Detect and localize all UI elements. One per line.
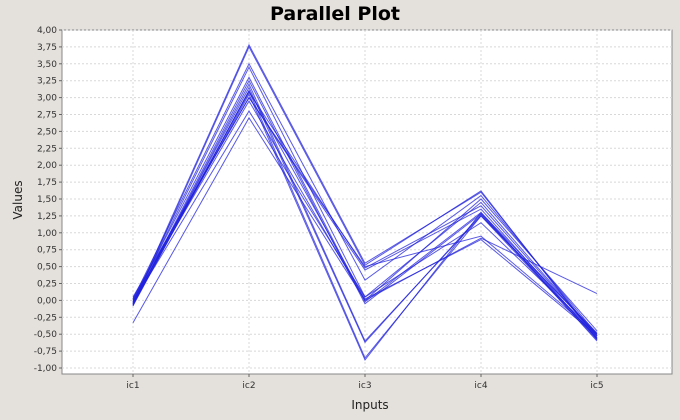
y-tick-label: 2,25 <box>37 144 57 154</box>
x-tick-label: ic4 <box>474 381 487 391</box>
y-axis-title: Values <box>11 180 25 219</box>
series-line-3 <box>132 62 598 335</box>
y-tick-label: 2,75 <box>37 111 57 121</box>
series-line-16 <box>132 116 598 323</box>
series-lines <box>132 43 598 361</box>
y-tick-label: -0,50 <box>34 330 58 340</box>
series-line-15 <box>132 96 598 340</box>
y-tick-label: 1,00 <box>37 229 57 239</box>
y-tick-label: 4,00 <box>37 26 57 36</box>
series-line-17 <box>132 89 598 336</box>
x-tick-label: ic2 <box>242 381 255 391</box>
y-tick-label: 3,00 <box>37 94 57 104</box>
y-tick-label: 0,75 <box>37 246 57 256</box>
x-tick-label: ic5 <box>590 381 603 391</box>
y-tick-label: 2,50 <box>37 127 57 137</box>
y-axis-ticks: 4,00 3,75 3,50 3,25 3,00 2,75 2,50 2,25 2,00 1,75… <box>34 26 62 374</box>
y-tick-label: -0,75 <box>34 347 57 357</box>
y-tick-label: 3,25 <box>37 77 57 87</box>
plot-area <box>61 29 673 375</box>
y-tick-label: 0,50 <box>37 263 57 273</box>
series-line-14 <box>132 110 598 335</box>
x-tick-label: ic1 <box>126 381 139 391</box>
series-line-2 <box>132 45 598 340</box>
y-tick-label: -1,00 <box>34 364 58 374</box>
y-tick-label: -0,25 <box>34 313 57 323</box>
chart-title: Parallel Plot <box>270 3 400 25</box>
y-tick-label: 1,25 <box>37 212 57 222</box>
x-axis-title: Inputs <box>351 398 388 412</box>
x-axis-ticks: ic1 ic2 ic3 ic4 ic5 <box>126 374 604 391</box>
y-tick-label: 1,50 <box>37 195 57 205</box>
y-tick-label: 3,75 <box>37 43 57 53</box>
y-tick-label: 0,25 <box>37 280 57 290</box>
y-tick-label: 2,00 <box>37 161 57 171</box>
x-tick-label: ic3 <box>358 381 371 391</box>
y-tick-label: 3,50 <box>37 60 57 70</box>
y-tick-label: 1,75 <box>37 178 57 188</box>
y-tick-label: 0,00 <box>37 296 57 306</box>
